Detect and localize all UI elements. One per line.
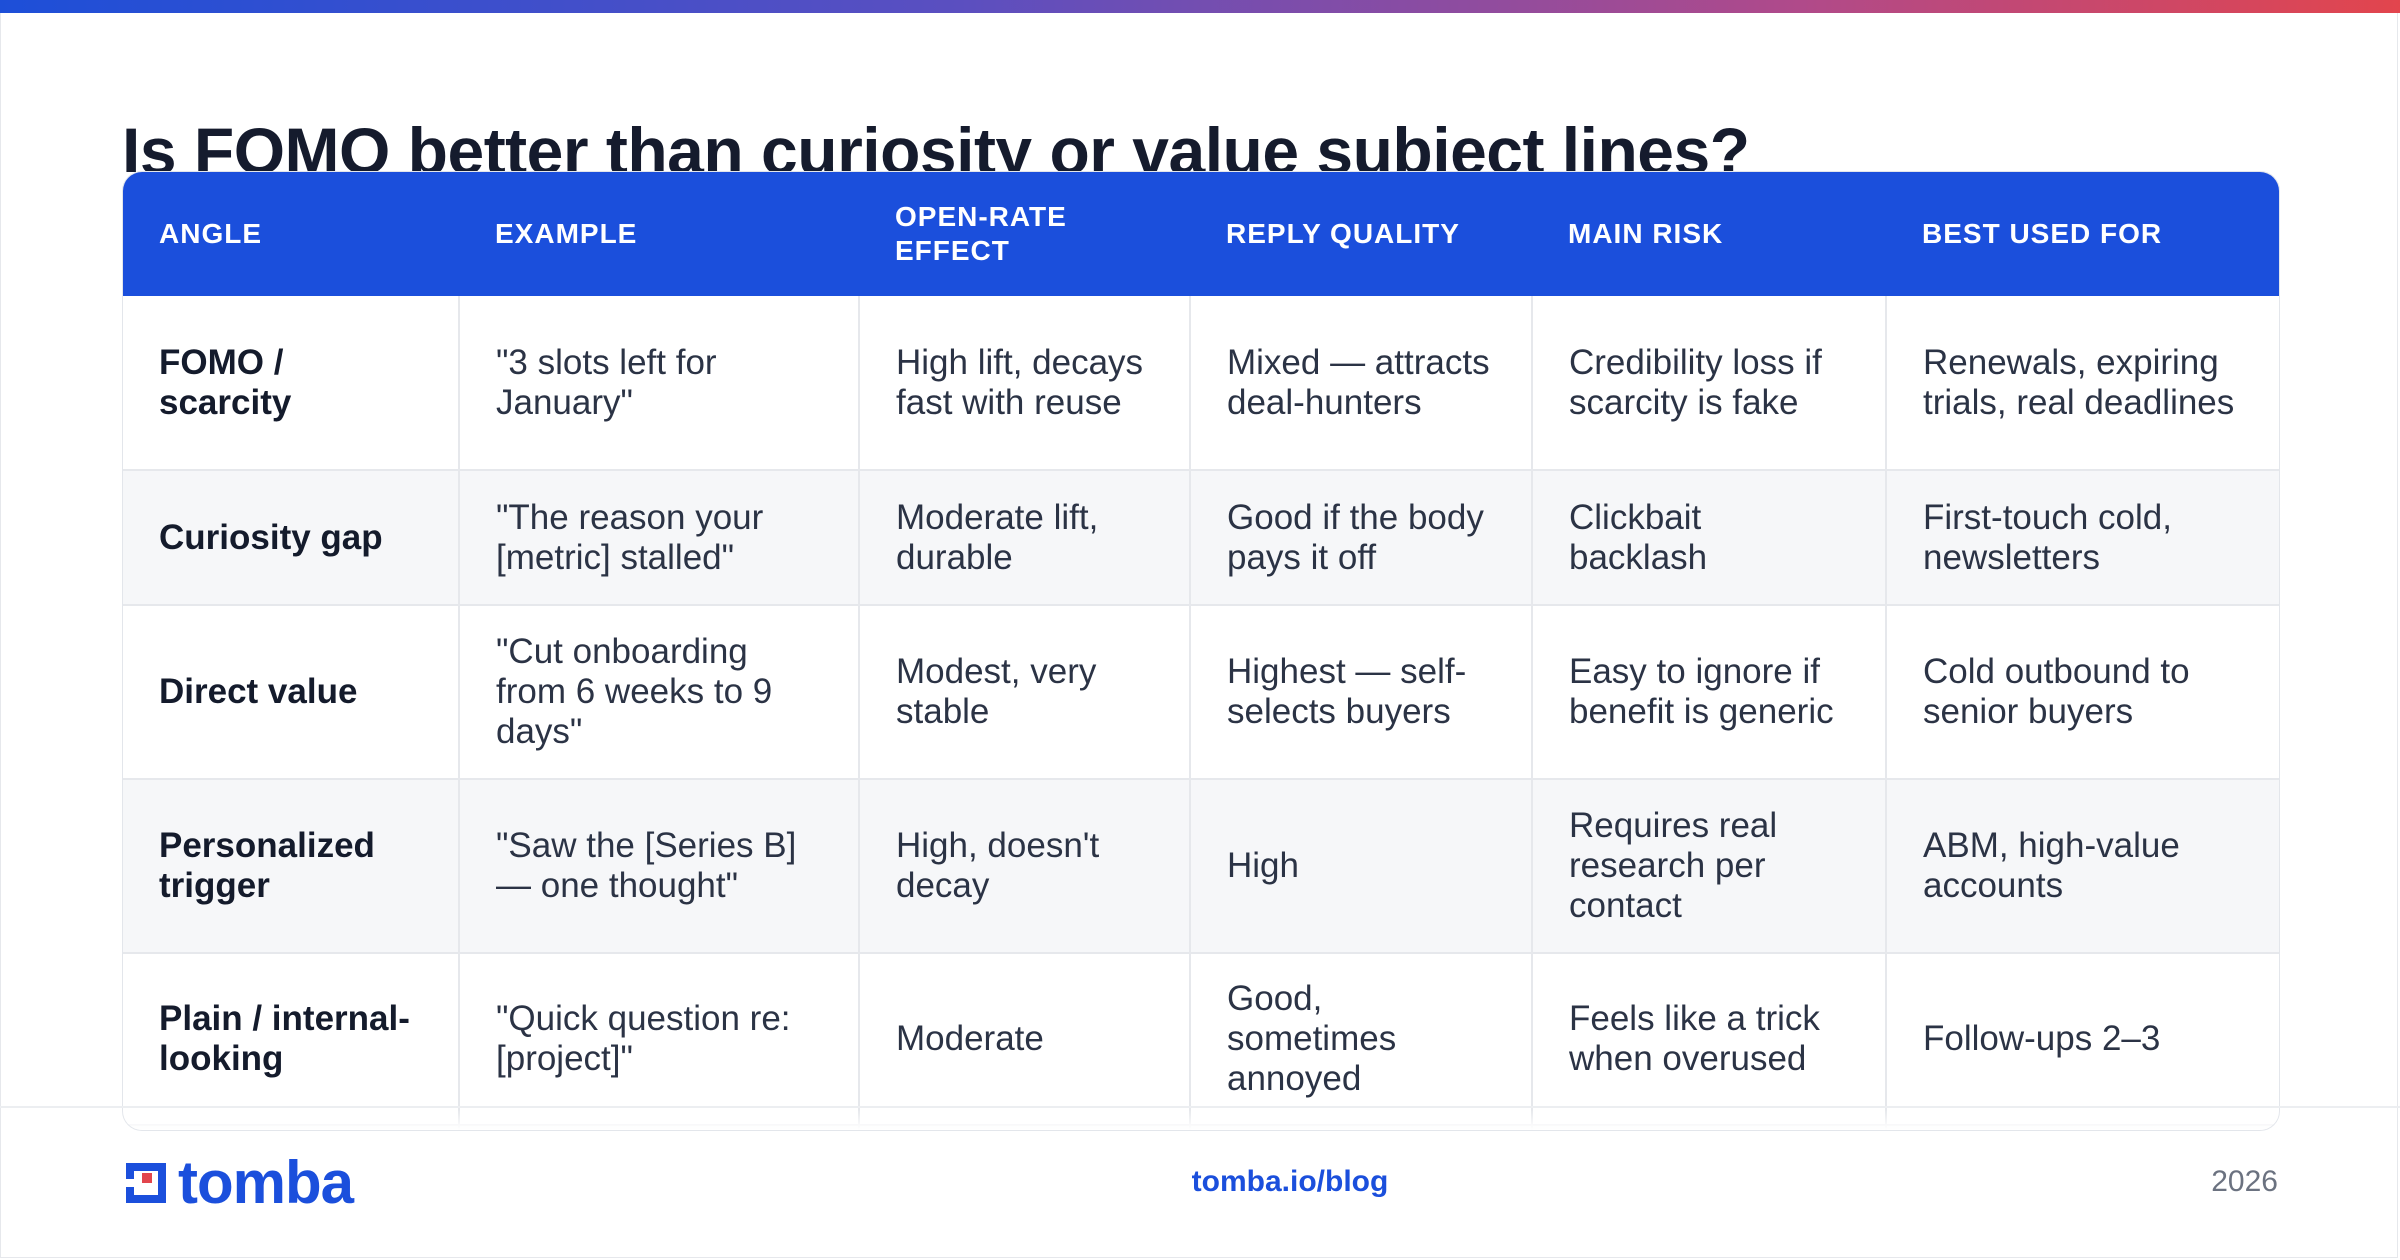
cell-reply-quality: High	[1190, 779, 1533, 954]
footer-divider	[0, 1106, 2400, 1108]
cell-angle: Direct value	[123, 605, 460, 780]
cell-main-risk: Requires real research per contact	[1532, 779, 1887, 954]
cell-main-risk: Clickbait backlash	[1532, 470, 1887, 606]
cell-angle: Curiosity gap	[123, 470, 460, 606]
column-header-best-used-for: BEST USED FOR	[1886, 172, 2279, 296]
table-row: Personalized trigger "Saw the [Series B]…	[123, 779, 2279, 954]
empty-cell	[1532, 1125, 1887, 1130]
empty-cell	[459, 1125, 860, 1130]
table-row: Direct value "Cut onboarding from 6 week…	[123, 605, 2279, 780]
column-header-reply-quality: REPLY QUALITY	[1190, 172, 1532, 296]
cell-main-risk: Feels like a trick when overused	[1532, 953, 1887, 1126]
cell-example: "Saw the [Series B] — one thought"	[459, 779, 860, 954]
cell-angle: Plain / internal-looking	[123, 953, 460, 1126]
cell-open-rate-effect: Moderate lift, durable	[859, 470, 1191, 606]
cell-example: "Cut onboarding from 6 weeks to 9 days"	[459, 605, 860, 780]
cell-reply-quality: Mixed — attracts deal-hunters	[1190, 296, 1533, 471]
comparison-table-container: ANGLE EXAMPLE OPEN-RATE EFFECT REPLY QUA…	[122, 171, 2280, 1131]
cell-open-rate-effect: High, doesn't decay	[859, 779, 1191, 954]
cell-example: "The reason your [metric] stalled"	[459, 470, 860, 606]
cell-best-used-for: Renewals, expiring trials, real deadline…	[1886, 296, 2279, 471]
footer-year: 2026	[2211, 1165, 2278, 1198]
page-title: Is FOMO better than curiosity or value s…	[122, 114, 1750, 172]
comparison-table: ANGLE EXAMPLE OPEN-RATE EFFECT REPLY QUA…	[123, 172, 2279, 1130]
cell-reply-quality: Good if the body pays it off	[1190, 470, 1533, 606]
column-header-open-rate-effect: OPEN-RATE EFFECT	[859, 172, 1190, 296]
empty-cell	[123, 1125, 460, 1130]
tomba-logo-mark-icon	[126, 1163, 166, 1203]
cell-best-used-for: First-touch cold, newsletters	[1886, 470, 2279, 606]
page-frame	[0, 13, 2398, 1258]
column-header-example: EXAMPLE	[459, 172, 859, 296]
column-header-angle: ANGLE	[123, 172, 459, 296]
cell-reply-quality: Good, sometimes annoyed	[1190, 953, 1533, 1126]
cell-example: "3 slots left for January"	[459, 296, 860, 471]
table-row: Plain / internal-looking "Quick question…	[123, 953, 2279, 1126]
cell-angle: FOMO / scarcity	[123, 296, 460, 471]
table-row: Curiosity gap "The reason your [metric] …	[123, 470, 2279, 606]
cell-example: "Quick question re: [project]"	[459, 953, 860, 1126]
cell-angle: Personalized trigger	[123, 779, 460, 954]
cell-best-used-for: Cold outbound to senior buyers	[1886, 605, 2279, 780]
blog-link[interactable]: tomba.io/blog	[1191, 1165, 1389, 1198]
cell-open-rate-effect: Modest, very stable	[859, 605, 1191, 780]
table-header-row: ANGLE EXAMPLE OPEN-RATE EFFECT REPLY QUA…	[123, 172, 2279, 296]
cell-main-risk: Easy to ignore if benefit is generic	[1532, 605, 1887, 780]
empty-cell	[859, 1125, 1191, 1130]
logo-wordmark: tomba	[178, 1149, 354, 1216]
cell-best-used-for: Follow-ups 2–3	[1886, 953, 2279, 1126]
column-header-main-risk: MAIN RISK	[1532, 172, 1886, 296]
top-gradient-bar	[0, 0, 2400, 13]
cell-reply-quality: Highest — self-selects buyers	[1190, 605, 1533, 780]
empty-cell	[1886, 1125, 2279, 1130]
cell-open-rate-effect: Moderate	[859, 953, 1191, 1126]
cell-main-risk: Credibility loss if scarcity is fake	[1532, 296, 1887, 471]
tomba-logo[interactable]: tomba	[122, 1149, 354, 1216]
cell-open-rate-effect: High lift, decays fast with reuse	[859, 296, 1191, 471]
empty-cell	[1190, 1125, 1533, 1130]
table-row: FOMO / scarcity "3 slots left for Januar…	[123, 296, 2279, 471]
table-row-cut-off	[123, 1125, 2279, 1130]
cell-best-used-for: ABM, high-value accounts	[1886, 779, 2279, 954]
